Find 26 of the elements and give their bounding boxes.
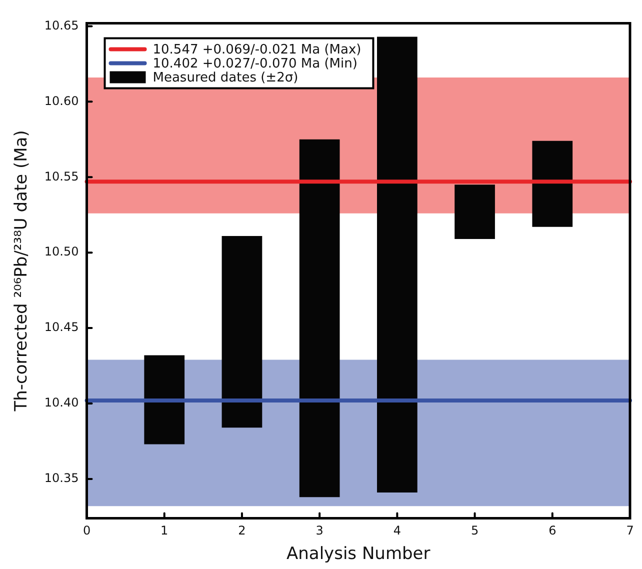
x-tick-label: 1: [160, 524, 168, 538]
y-axis-title: Th-corrected ²⁰⁶Pb/²³⁸U date (Ma): [12, 130, 32, 412]
y-tick-label: 10.50: [44, 244, 79, 259]
y-tick-label: 10.65: [44, 18, 79, 32]
bar: [377, 36, 418, 493]
x-tick-label: 2: [238, 524, 246, 538]
x-tick-label: 4: [393, 524, 401, 538]
bar: [144, 355, 185, 444]
x-tick-label: 6: [548, 524, 556, 538]
bar: [299, 139, 340, 498]
x-tick-label: 0: [82, 524, 91, 538]
x-axis-title: Analysis Number: [286, 544, 430, 564]
x-tick-label: 7: [626, 524, 634, 538]
x-tick-label: 5: [470, 524, 479, 538]
y-tick-label: 10.45: [44, 320, 79, 334]
y-tick-label: 10.40: [44, 396, 79, 410]
legend-label: 10.402 +0.027/-0.070 Ma (Min): [152, 56, 358, 72]
legend-label: 10.547 +0.069/-0.021 Ma (Max): [152, 42, 362, 58]
bar: [222, 236, 262, 428]
y-tick-label: 10.35: [44, 471, 79, 486]
bar: [454, 184, 495, 240]
y-tick-label: 10.55: [44, 169, 79, 184]
y-tick-label: 10.60: [44, 94, 79, 108]
bar: [532, 140, 573, 227]
legend-label: Measured dates (±2σ): [152, 70, 298, 86]
x-tick-label: 3: [316, 524, 324, 538]
